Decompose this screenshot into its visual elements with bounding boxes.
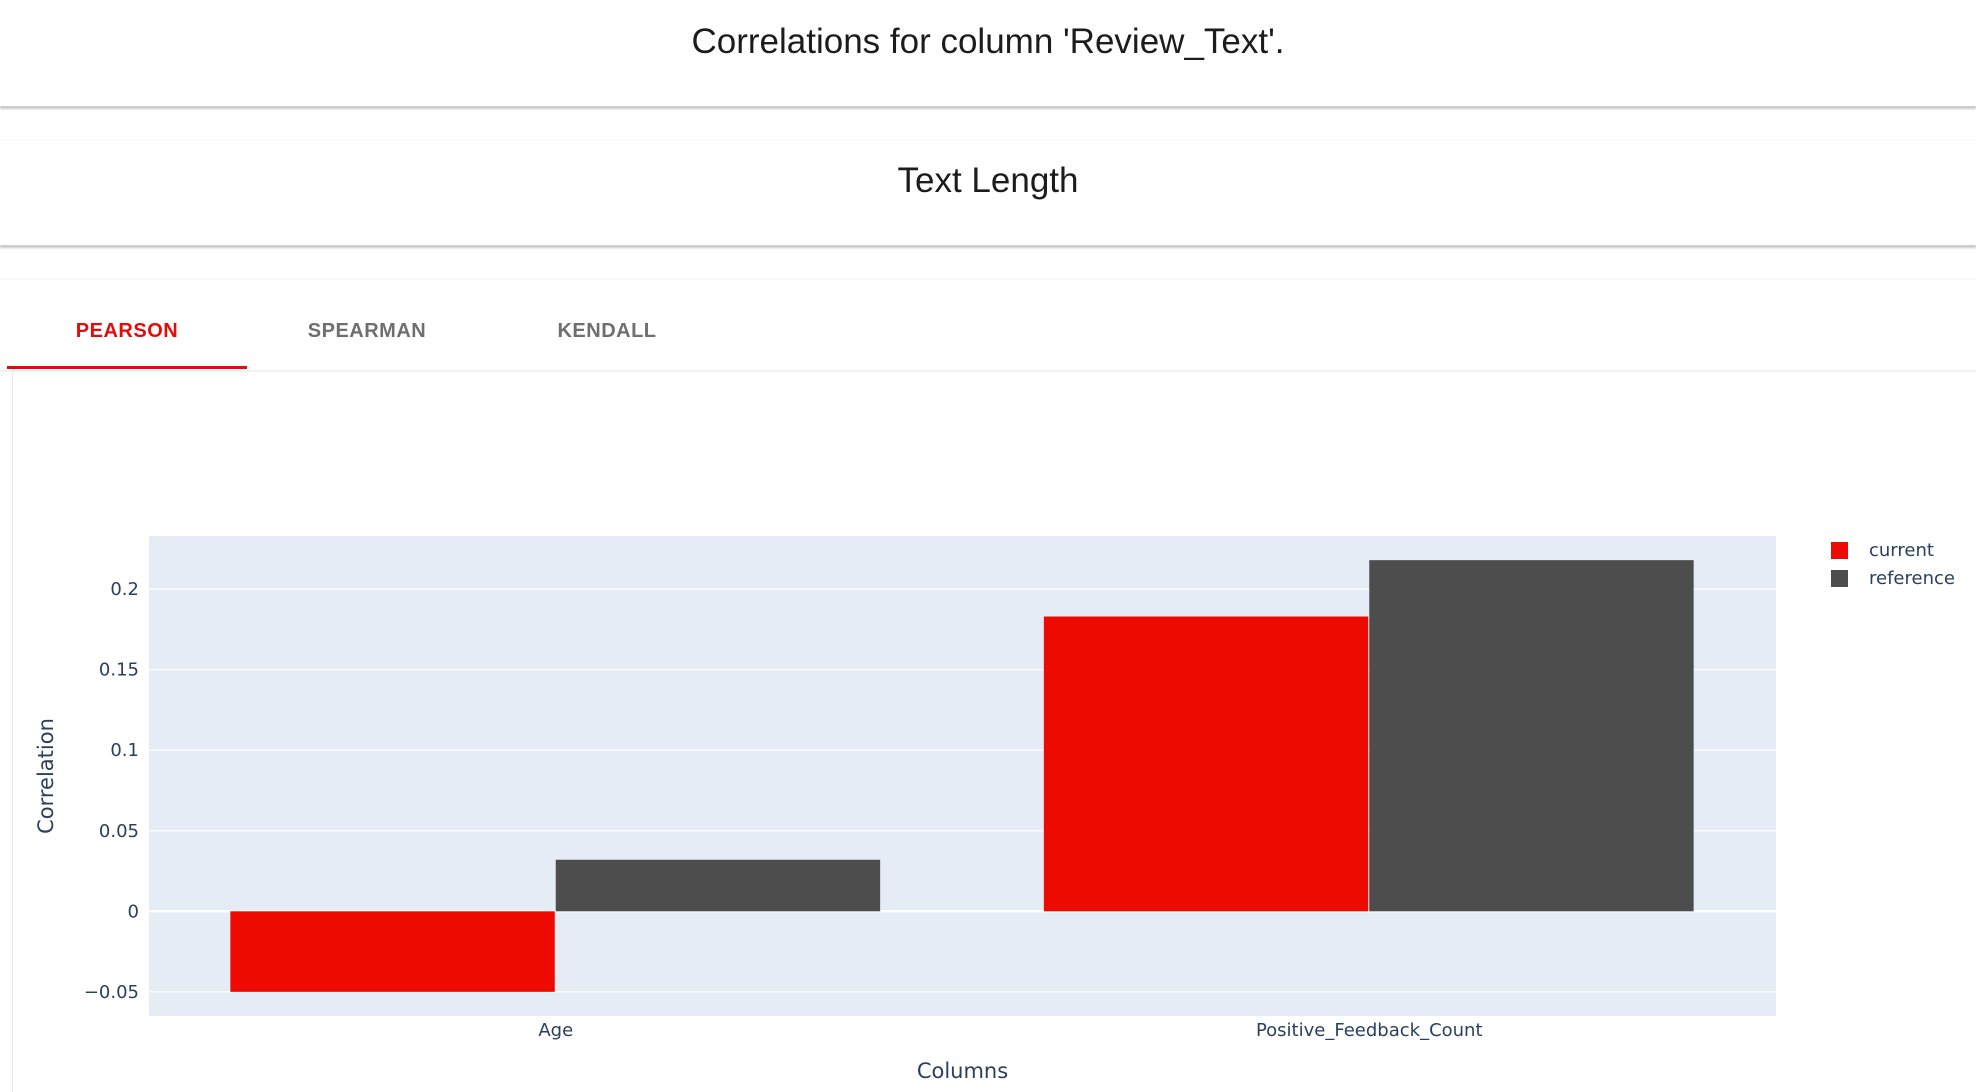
legend-swatch-reference[interactable]	[1831, 570, 1848, 587]
y-tick-label: −0.05	[84, 982, 139, 1003]
title-card: Correlations for column 'Review_Text'.	[0, 0, 1976, 107]
legend-label-current: current	[1869, 540, 1934, 561]
section-title: Text Length	[897, 161, 1079, 200]
x-tick-label: Age	[538, 1020, 573, 1041]
x-tick-label: Positive_Feedback_Count	[1256, 1020, 1483, 1041]
method-tabs: PEARSON SPEARMAN KENDALL	[7, 296, 727, 369]
legend-swatch-current[interactable]	[1831, 542, 1848, 559]
y-tick-label: 0	[128, 901, 139, 922]
bar-reference-age[interactable]	[555, 859, 881, 912]
plot-container: −0.05 0 0.05 0.1 0.15 0.2 Age Positive_Feedback…	[12, 372, 1976, 1092]
legend-label-reference: reference	[1869, 568, 1955, 589]
x-axis-title: Columns	[917, 1059, 1008, 1083]
correlation-bar-chart: −0.05 0 0.05 0.1 0.15 0.2 Age Positive_Feedback…	[34, 536, 1955, 1083]
page-title: Correlations for column 'Review_Text'.	[691, 22, 1285, 61]
y-tick-label: 0.1	[110, 740, 139, 761]
y-axis-title: Correlation	[34, 718, 58, 834]
bar-current-positive_feedback_count[interactable]	[1043, 616, 1369, 912]
y-tick-label: 0.15	[99, 660, 139, 681]
tab-kendall[interactable]: KENDALL	[557, 320, 657, 342]
y-tick-label: 0.2	[110, 579, 139, 600]
bar-reference-positive_feedback_count[interactable]	[1369, 560, 1694, 912]
bar-current-age[interactable]	[230, 911, 555, 992]
tabs-divider	[0, 370, 1976, 372]
subtitle-card: Text Length	[0, 141, 1976, 246]
tab-spearman[interactable]: SPEARMAN	[307, 320, 427, 342]
tab-pearson[interactable]: PEARSON	[7, 296, 247, 369]
y-tick-label: 0.05	[99, 821, 139, 842]
